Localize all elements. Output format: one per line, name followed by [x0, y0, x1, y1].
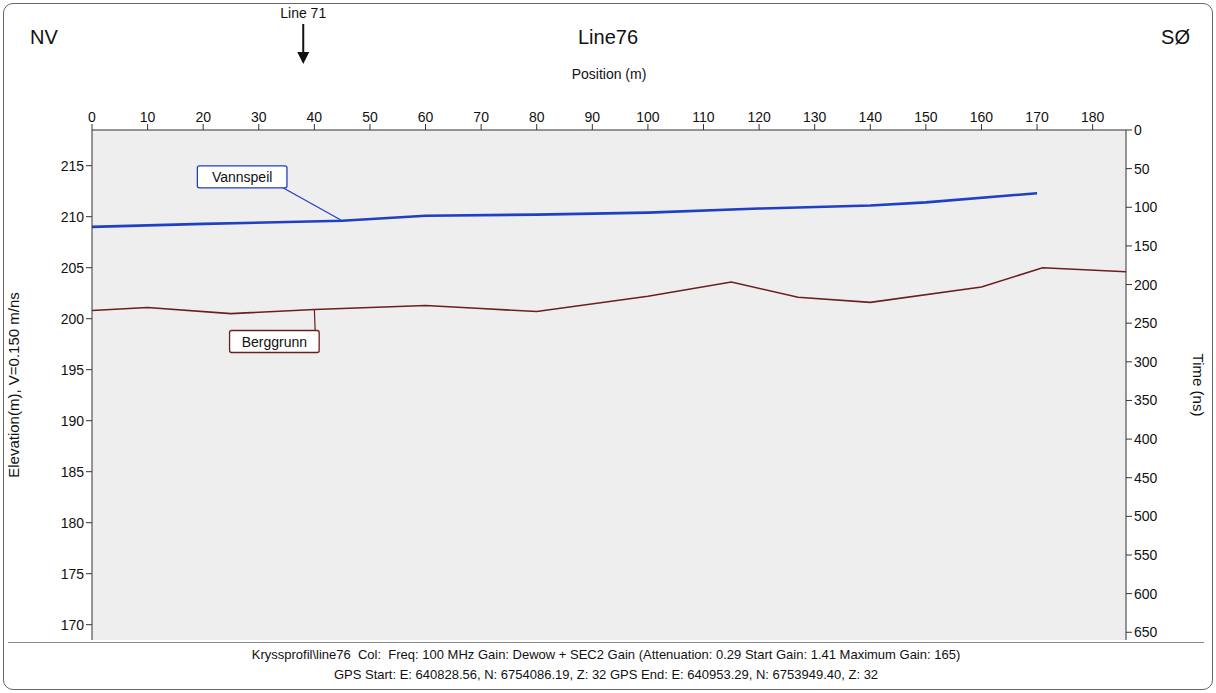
svg-text:100: 100 — [636, 109, 660, 125]
svg-text:350: 350 — [1134, 392, 1158, 408]
svg-text:450: 450 — [1134, 470, 1158, 486]
svg-text:30: 30 — [251, 109, 267, 125]
svg-text:400: 400 — [1134, 431, 1158, 447]
svg-text:180: 180 — [61, 515, 85, 531]
svg-text:120: 120 — [747, 109, 771, 125]
svg-text:Time (ns): Time (ns) — [1190, 354, 1207, 417]
svg-text:205: 205 — [61, 260, 85, 276]
svg-text:90: 90 — [585, 109, 601, 125]
svg-text:200: 200 — [61, 311, 85, 327]
svg-text:180: 180 — [1081, 109, 1105, 125]
svg-text:110: 110 — [692, 109, 715, 125]
svg-text:60: 60 — [418, 109, 434, 125]
svg-text:80: 80 — [529, 109, 545, 125]
svg-text:600: 600 — [1134, 586, 1158, 602]
svg-text:185: 185 — [61, 464, 85, 480]
html-text:SØ: SØ — [1161, 26, 1190, 48]
svg-text:10: 10 — [140, 109, 156, 125]
svg-text:215: 215 — [61, 158, 85, 174]
svg-text:300: 300 — [1134, 354, 1158, 370]
svg-text:20: 20 — [195, 109, 211, 125]
svg-text:250: 250 — [1134, 315, 1158, 331]
svg-text:160: 160 — [970, 109, 994, 125]
svg-text:500: 500 — [1134, 508, 1158, 524]
svg-text:170: 170 — [1025, 109, 1049, 125]
svg-text:130: 130 — [803, 109, 827, 125]
svg-text:40: 40 — [307, 109, 323, 125]
svg-text:0: 0 — [88, 109, 96, 125]
svg-text:550: 550 — [1134, 547, 1158, 563]
svg-text:50: 50 — [1134, 161, 1150, 177]
svg-text:0: 0 — [1134, 122, 1142, 138]
svg-text:Line 71: Line 71 — [280, 5, 326, 21]
svg-text:195: 195 — [61, 362, 85, 378]
html-text:Kryssprofil\line76 Col: Freq:: Kryssprofil\line76 Col: Freq: 100 MHz Ga… — [251, 647, 961, 662]
svg-text:100: 100 — [1134, 199, 1158, 215]
svg-text:150: 150 — [914, 109, 938, 125]
svg-text:Vannspeil: Vannspeil — [212, 169, 272, 185]
svg-text:650: 650 — [1134, 624, 1158, 640]
svg-text:200: 200 — [1134, 277, 1158, 293]
svg-text:210: 210 — [61, 209, 85, 225]
svg-text:150: 150 — [1134, 238, 1158, 254]
svg-text:140: 140 — [859, 109, 883, 125]
svg-text:Berggrunn: Berggrunn — [242, 334, 307, 350]
svg-text:Elevation(m), V=0.150 m/ns: Elevation(m), V=0.150 m/ns — [5, 292, 22, 478]
html-text:Line76: Line76 — [578, 26, 638, 48]
svg-text:170: 170 — [61, 617, 85, 633]
svg-text:50: 50 — [362, 109, 378, 125]
html-text:NV: NV — [30, 26, 58, 48]
html-text:Position (m): Position (m) — [571, 66, 647, 82]
svg-text:190: 190 — [61, 413, 85, 429]
html-text:GPS Start: E: 640828.56, N: 67: GPS Start: E: 640828.56, N: 6754086.19, … — [333, 667, 879, 682]
svg-text:70: 70 — [473, 109, 489, 125]
svg-text:175: 175 — [61, 566, 85, 582]
